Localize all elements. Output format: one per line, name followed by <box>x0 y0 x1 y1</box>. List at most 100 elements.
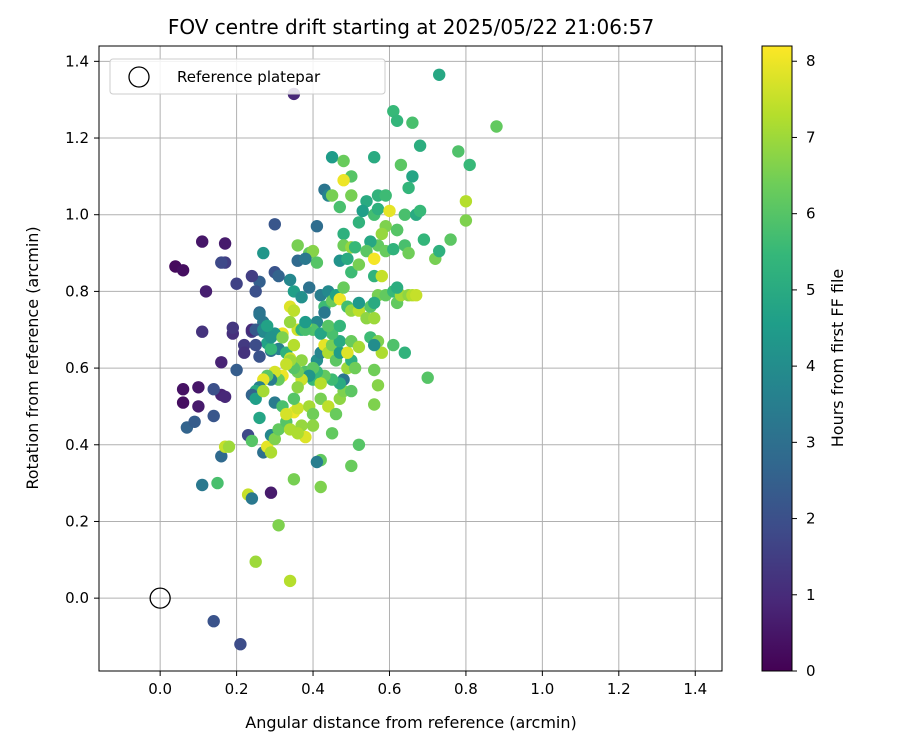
data-point <box>295 291 308 304</box>
reference-marker <box>149 587 171 609</box>
data-point <box>306 407 320 421</box>
data-point <box>253 308 266 321</box>
data-point <box>433 68 446 82</box>
data-point <box>192 400 205 413</box>
data-point <box>230 363 243 377</box>
colorbar-tick-label: 4 <box>806 357 816 375</box>
data-point <box>348 241 362 254</box>
data-point <box>390 114 404 128</box>
data-point <box>310 220 324 233</box>
data-point <box>345 266 358 279</box>
data-point <box>433 244 446 258</box>
x-tick-label: 0.0 <box>148 680 172 698</box>
data-point <box>341 346 354 359</box>
data-point <box>245 434 259 448</box>
data-point <box>352 216 366 229</box>
data-point <box>490 120 503 133</box>
data-point <box>337 174 350 187</box>
data-point <box>375 227 388 241</box>
data-point <box>215 256 228 269</box>
data-point <box>234 638 247 651</box>
data-point <box>352 296 366 310</box>
y-tick-label: 0.4 <box>65 436 89 454</box>
data-point <box>421 371 434 384</box>
y-tick-label: 1.2 <box>65 129 89 147</box>
data-point <box>272 269 285 283</box>
data-point <box>314 327 327 340</box>
data-point <box>368 252 381 265</box>
data-point <box>387 338 400 352</box>
x-tick-label: 0.2 <box>225 680 249 698</box>
data-point <box>264 331 278 344</box>
colorbar-label: Hours from first FF file <box>828 269 847 448</box>
data-point <box>280 407 293 421</box>
data-point <box>352 258 366 271</box>
data-point <box>291 381 304 394</box>
legend-entry-label: Reference platepar <box>177 68 321 86</box>
data-point <box>360 195 373 208</box>
y-tick-label: 1.0 <box>65 206 89 224</box>
x-tick-label: 0.8 <box>454 680 478 698</box>
data-point <box>306 244 320 258</box>
data-point <box>406 170 419 183</box>
data-point <box>230 277 243 290</box>
data-point <box>352 340 366 354</box>
data-point <box>268 218 281 231</box>
data-point <box>272 423 285 436</box>
x-tick-label: 0.4 <box>301 680 325 698</box>
data-point <box>333 200 346 214</box>
data-point <box>379 189 392 202</box>
data-point <box>249 555 262 568</box>
data-point <box>364 235 377 248</box>
data-point <box>218 237 232 250</box>
data-point <box>318 306 331 319</box>
data-point <box>398 346 411 359</box>
data-point <box>287 473 301 486</box>
data-point <box>264 446 278 459</box>
data-point <box>176 383 190 396</box>
grid-lines <box>99 46 722 671</box>
data-point <box>375 269 388 283</box>
data-point <box>368 398 381 411</box>
x-axis-ticks: 0.0 0.2 0.4 0.6 0.8 1.0 1.2 1.4 <box>148 671 707 698</box>
data-point <box>196 235 209 248</box>
data-point <box>283 574 297 588</box>
data-point <box>310 256 324 269</box>
data-point <box>215 450 228 463</box>
data-point <box>215 356 228 369</box>
data-point <box>299 315 312 329</box>
data-point <box>459 214 473 227</box>
data-point <box>314 377 327 390</box>
data-point <box>368 363 381 377</box>
data-point <box>207 383 220 396</box>
data-point <box>345 384 358 398</box>
data-point <box>406 116 419 129</box>
legend: Reference platepar <box>109 58 386 95</box>
data-point <box>333 319 346 333</box>
data-point <box>333 292 346 306</box>
data-point <box>390 223 404 237</box>
data-point <box>207 409 220 423</box>
data-point <box>387 105 400 118</box>
data-point <box>176 264 190 277</box>
legend-open-circle-marker <box>128 66 150 88</box>
data-point <box>371 202 385 216</box>
data-point <box>337 281 350 294</box>
data-point <box>348 361 362 375</box>
data-point <box>314 392 327 405</box>
data-point <box>257 246 270 260</box>
data-point <box>196 478 209 492</box>
data-point <box>413 204 427 218</box>
y-tick-label: 1.4 <box>65 52 89 70</box>
data-point <box>410 289 423 302</box>
data-point <box>398 208 411 221</box>
data-point <box>257 384 270 398</box>
data-point <box>261 319 274 333</box>
colorbar-tick-label: 2 <box>806 510 816 528</box>
x-tick-label: 0.6 <box>378 680 402 698</box>
plot-frame <box>98 45 723 672</box>
data-point <box>249 285 262 298</box>
data-point <box>291 427 304 440</box>
x-axis-label: Angular distance from reference (arcmin) <box>245 713 576 732</box>
data-point <box>444 233 457 246</box>
